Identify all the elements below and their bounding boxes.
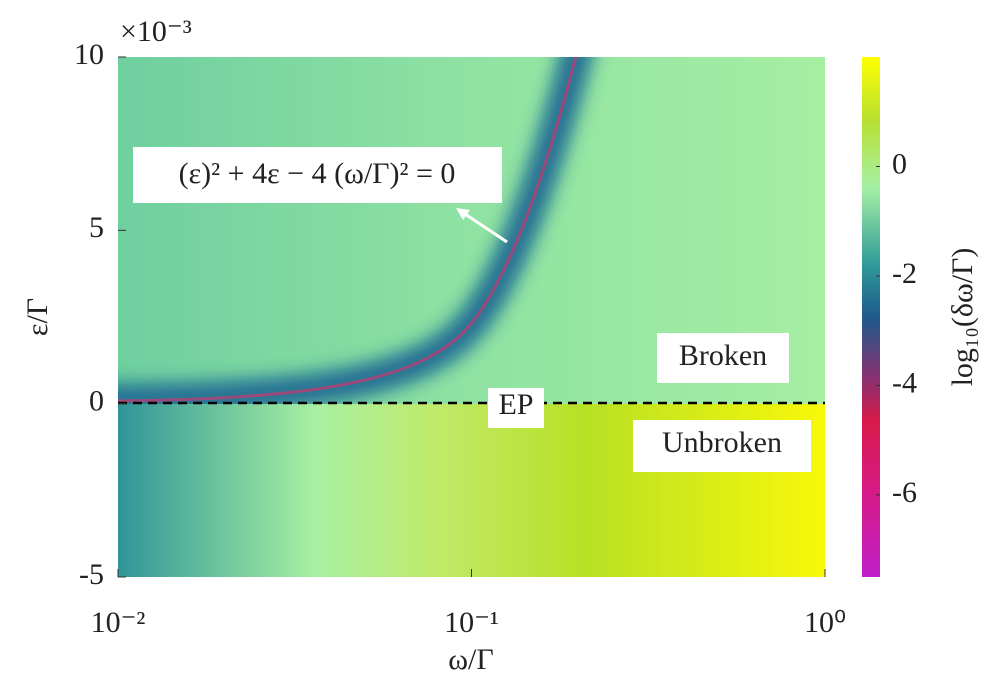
colorbar-label: log₁₀(δω/Γ) — [946, 248, 979, 387]
y-axis-label: ε/Γ — [21, 298, 54, 336]
y-tick-label: 5 — [89, 211, 104, 244]
colorbar-tick-label: -6 — [892, 476, 917, 509]
colorbar — [862, 57, 880, 577]
annotation-box — [633, 420, 811, 472]
colorbar-tick-label: -2 — [892, 257, 917, 290]
annotation-box — [657, 333, 789, 383]
annotation-box — [133, 147, 502, 203]
heatmap — [118, 57, 825, 577]
y-tick-label: 10 — [74, 38, 104, 71]
y-tick-label: 0 — [89, 385, 104, 418]
equation: (ε)² + 4ε − 4 (ω/Γ)² = 0 — [179, 157, 456, 190]
x-tick-label: 10⁻¹ — [444, 606, 499, 639]
colorbar-tick-label: 0 — [892, 147, 907, 180]
ep-label: EP — [498, 388, 533, 421]
x-tick-label: 10⁰ — [804, 606, 846, 639]
y-multiplier: ×10⁻³ — [120, 15, 192, 48]
broken-label: Broken — [679, 339, 767, 372]
x-tick-label: 10⁻² — [91, 606, 146, 639]
x-axis-label: ω/Γ — [448, 643, 493, 676]
y-tick-label: -5 — [79, 558, 104, 591]
annotation-box — [488, 388, 544, 428]
unbroken-label: Unbroken — [662, 426, 782, 459]
colorbar-tick-label: -4 — [892, 366, 917, 399]
